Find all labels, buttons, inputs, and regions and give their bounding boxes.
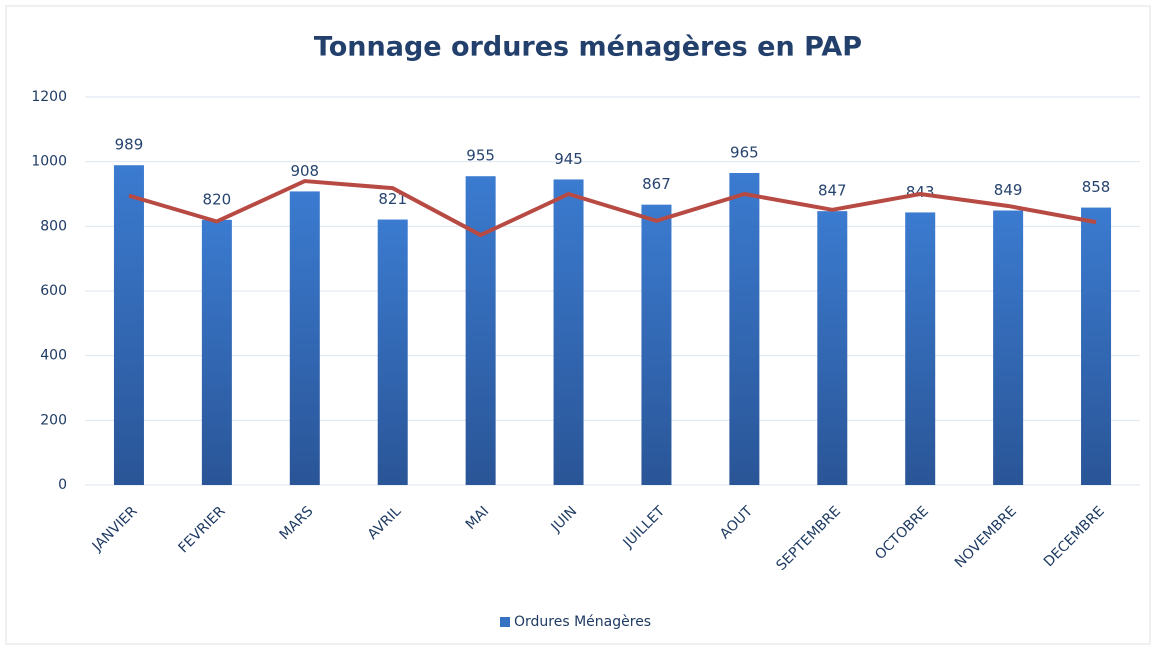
y-tick-label: 1000 — [31, 154, 67, 170]
value-label: 843 — [906, 183, 935, 201]
value-label: 821 — [378, 190, 407, 208]
value-label: 945 — [554, 150, 583, 168]
chart-title: Tonnage ordures ménagères en PAP — [314, 32, 862, 63]
bar — [201, 219, 232, 485]
y-tick-label: 200 — [40, 412, 67, 428]
y-tick-label: 400 — [40, 348, 67, 364]
y-tick-label: 600 — [40, 283, 67, 299]
value-label: 858 — [1082, 178, 1111, 196]
bar — [817, 211, 848, 486]
value-label: 820 — [203, 190, 232, 208]
bar — [465, 176, 496, 485]
value-label: 867 — [642, 175, 671, 193]
y-tick-label: 1200 — [31, 89, 67, 105]
legend-label: Ordures Ménagères — [514, 614, 651, 630]
bar — [113, 165, 144, 485]
value-label: 965 — [730, 143, 759, 161]
line — [128, 179, 1097, 238]
value-label: 989 — [115, 136, 144, 154]
bar — [1081, 207, 1112, 485]
value-label: 849 — [994, 181, 1023, 199]
bar — [993, 210, 1024, 486]
bar — [905, 212, 936, 485]
y-tick-label: 800 — [40, 218, 67, 234]
bar — [729, 172, 760, 485]
bar — [553, 179, 584, 485]
y-tick-label: 0 — [58, 477, 67, 493]
legend-swatch — [500, 617, 510, 627]
value-label: 908 — [290, 162, 319, 180]
bar — [377, 219, 408, 485]
bar — [289, 191, 320, 485]
value-label: 955 — [466, 147, 495, 165]
value-label: 847 — [818, 182, 847, 200]
bar — [641, 204, 672, 486]
